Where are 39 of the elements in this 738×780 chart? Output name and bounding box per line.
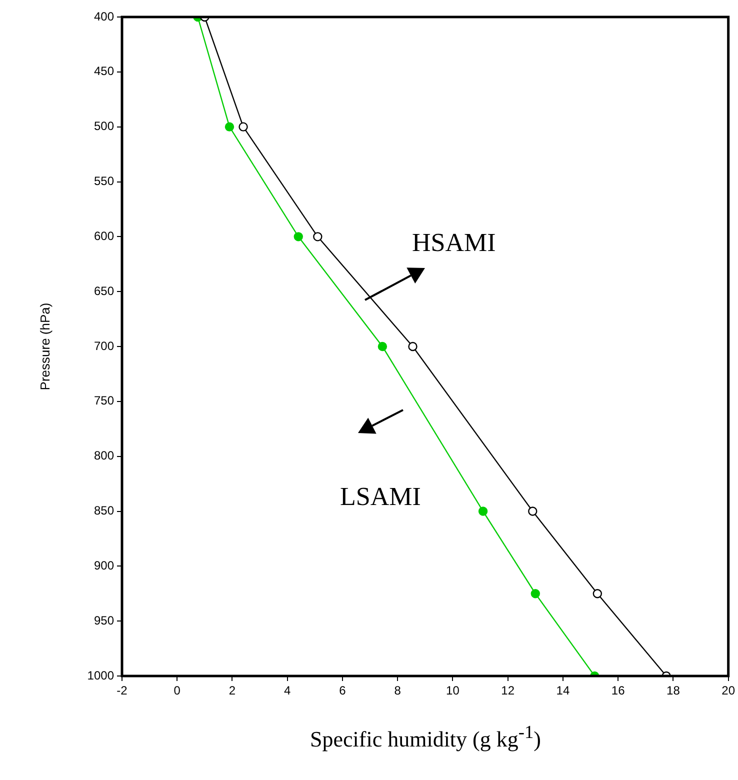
y-tick-label: 650 (94, 284, 114, 298)
x-tick-label: 20 (722, 684, 736, 698)
y-tick-label: 900 (94, 558, 114, 572)
x-tick-label: 6 (339, 684, 346, 698)
y-tick-label: 550 (94, 174, 114, 188)
point (224, 122, 234, 132)
point (238, 122, 248, 132)
y-axis-title: Pressure (hPa) (37, 302, 52, 390)
y-tick-label: 950 (94, 613, 114, 628)
y-tick-label: 1000 (87, 668, 114, 682)
x-tick-label: 4 (284, 684, 292, 698)
x-tick-label: 0 (174, 684, 181, 698)
x-tick-label: 14 (556, 684, 570, 698)
series-label: LSAMI (340, 482, 421, 512)
x-tick-label: 2 (228, 684, 236, 698)
y-tick-label: 750 (94, 394, 114, 408)
x-axis-title: Specific humidity (g kg$^{-1}$) (309, 722, 542, 752)
point (530, 589, 540, 598)
x-tick-label: 18 (666, 684, 680, 698)
point (528, 506, 538, 516)
point (478, 506, 488, 516)
point (378, 342, 388, 352)
point (592, 589, 602, 598)
y-tick-label: 800 (94, 448, 114, 463)
y-tick-label: 450 (94, 64, 114, 78)
y-tick-label: 400 (94, 9, 114, 24)
x-tick-label: 12 (501, 684, 515, 698)
y-tick-label: 700 (94, 338, 114, 353)
x-tick-label: 16 (611, 684, 626, 698)
text: HSAMI (412, 228, 496, 258)
point (313, 232, 322, 242)
x-tick-label: 8 (394, 684, 402, 698)
x-tick-label: -2 (116, 684, 128, 698)
x-tick-label: 10 (446, 684, 460, 698)
point (408, 342, 418, 352)
y-tick-label: 600 (94, 228, 114, 243)
y-tick-label: 500 (94, 119, 114, 134)
point (294, 232, 303, 242)
y-tick-label: 850 (94, 504, 114, 518)
